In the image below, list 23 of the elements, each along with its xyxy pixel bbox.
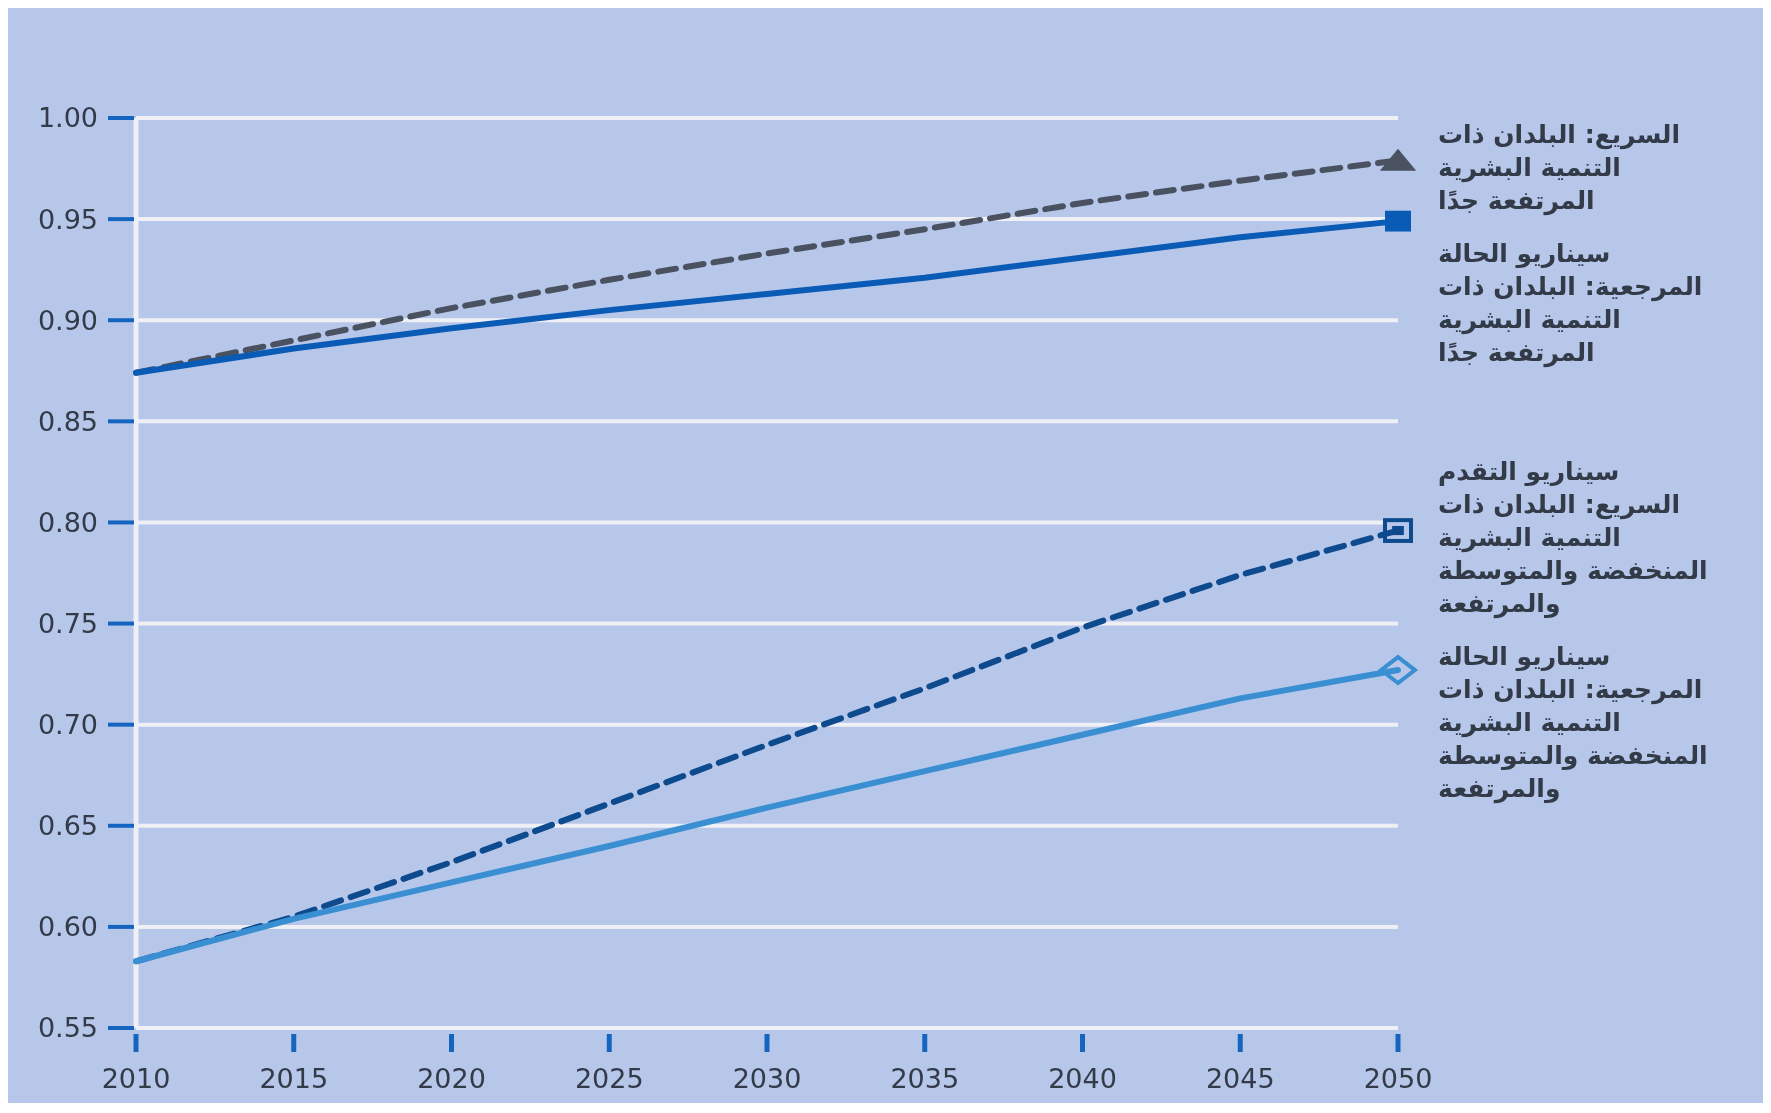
y-tick-label: 0.80 (37, 506, 98, 538)
x-tick-label: 2040 (1048, 1063, 1117, 1094)
y-tick-label: 0.90 (37, 304, 98, 336)
y-tick-label: 0.75 (37, 608, 98, 640)
series-label: سيناريو التقدم السريع: البلدان ذات التنمية البشرية المنخفضة والمتوسطة والمرتفعة (1438, 457, 1708, 620)
y-tick-label: 0.60 (37, 911, 98, 943)
x-tick-label: 2035 (890, 1063, 960, 1094)
x-tick-label: 2020 (417, 1063, 486, 1094)
y-tick-label: 0.85 (37, 405, 98, 437)
x-tick-label: 2030 (732, 1063, 802, 1094)
series-label: السريع: البلدان ذات التنمية البشرية المرتفعة جدًا (1438, 119, 1681, 216)
y-tick-label: 1.00 (37, 102, 98, 134)
series-label: سيناريو الحالة المرجعية: البلدان ذات التنمية البشرية المرتفعة جدًا (1438, 238, 1703, 368)
y-tick-label: 0.95 (37, 203, 98, 235)
x-tick-label: 2050 (1363, 1063, 1433, 1094)
series-label: سيناريو الحالة المرجعية: البلدان ذات التنمية البشرية المنخفضة والمتوسطة والمرتفعة (1438, 642, 1708, 805)
x-tick-label: 2045 (1205, 1063, 1275, 1094)
x-tick-label: 2025 (574, 1063, 644, 1094)
y-tick-label: 0.65 (37, 810, 98, 842)
y-tick-label: 0.55 (37, 1012, 98, 1044)
y-tick-label: 0.70 (37, 709, 98, 741)
x-tick-label: 2015 (259, 1063, 329, 1094)
x-tick-label: 2010 (101, 1063, 171, 1094)
